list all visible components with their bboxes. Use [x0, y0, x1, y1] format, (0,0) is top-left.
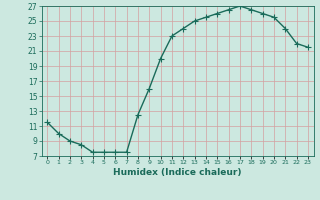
X-axis label: Humidex (Indice chaleur): Humidex (Indice chaleur)	[113, 168, 242, 177]
